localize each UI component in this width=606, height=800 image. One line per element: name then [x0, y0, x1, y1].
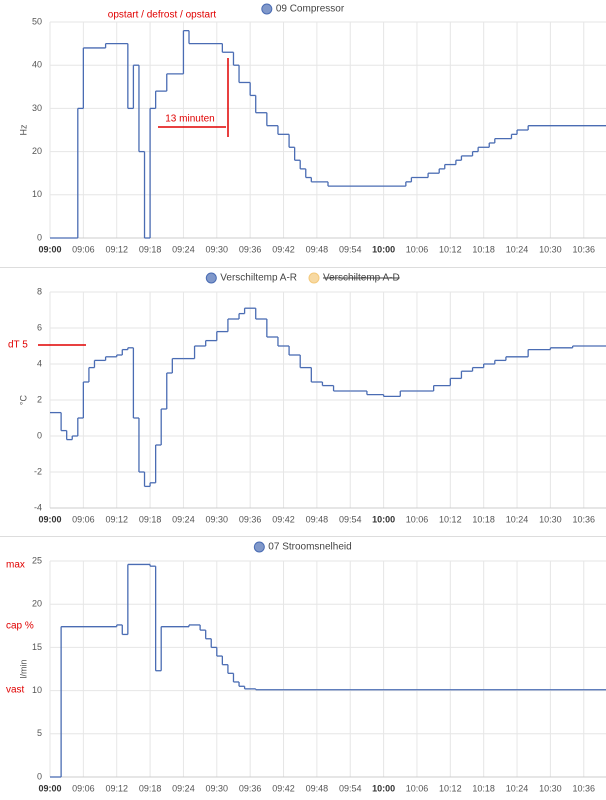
x-tick-label: 10:12: [439, 783, 462, 793]
annotation: max: [6, 560, 25, 571]
x-tick-label: 09:24: [172, 244, 195, 254]
y-tick-label: 8: [37, 286, 42, 296]
y-tick-label: 10: [32, 189, 42, 199]
legend-marker[interactable]: [205, 272, 217, 284]
x-tick-label: 09:18: [139, 783, 162, 793]
y-axis-label: °C: [18, 394, 28, 405]
x-tick-label: 10:24: [506, 783, 529, 793]
x-tick-label: 09:48: [306, 783, 329, 793]
x-tick-label: 10:12: [439, 244, 462, 254]
x-tick-label: 09:30: [206, 783, 229, 793]
x-tick-label: 09:00: [38, 514, 61, 524]
x-tick-label: 10:30: [539, 783, 562, 793]
x-tick-label: 10:06: [406, 783, 429, 793]
x-tick-label: 09:42: [272, 244, 295, 254]
x-tick-label: 09:30: [206, 244, 229, 254]
legend-label[interactable]: Verschiltemp A-D: [323, 273, 400, 284]
x-tick-label: 09:36: [239, 783, 262, 793]
y-axis-label: l/min: [18, 659, 28, 678]
x-tick-label: 10:30: [539, 244, 562, 254]
x-tick-label: 09:48: [306, 244, 329, 254]
y-tick-label: 15: [32, 642, 42, 652]
annotation: dT 5: [8, 340, 28, 351]
x-tick-label: 09:30: [206, 514, 229, 524]
x-tick-label: 10:36: [572, 514, 595, 524]
x-tick-label: 09:18: [139, 244, 162, 254]
x-tick-label: 09:00: [38, 244, 61, 254]
x-tick-label: 09:24: [172, 514, 195, 524]
y-tick-label: -4: [34, 502, 42, 512]
x-tick-label: 09:54: [339, 244, 362, 254]
y-tick-label: 50: [32, 16, 42, 26]
x-tick-label: 10:06: [406, 244, 429, 254]
x-tick-label: 10:00: [372, 783, 395, 793]
y-tick-label: 4: [37, 358, 42, 368]
x-tick-label: 10:18: [472, 514, 495, 524]
y-tick-label: -2: [34, 466, 42, 476]
legend-marker[interactable]: [253, 541, 265, 553]
x-tick-label: 10:18: [472, 244, 495, 254]
y-tick-label: 25: [32, 555, 42, 565]
y-tick-label: 20: [32, 146, 42, 156]
x-tick-label: 09:36: [239, 514, 262, 524]
x-tick-label: 09:12: [105, 783, 128, 793]
x-tick-label: 09:54: [339, 783, 362, 793]
y-tick-label: 30: [32, 103, 42, 113]
y-tick-label: 20: [32, 599, 42, 609]
y-tick-label: 40: [32, 60, 42, 70]
annotation: vast: [6, 685, 25, 696]
x-tick-label: 09:42: [272, 783, 295, 793]
legend-label[interactable]: 09 Compressor: [276, 4, 345, 15]
x-tick-label: 09:54: [339, 514, 362, 524]
x-tick-label: 09:06: [72, 244, 95, 254]
x-tick-label: 10:18: [472, 783, 495, 793]
legend-marker[interactable]: [308, 272, 320, 284]
y-tick-label: 0: [37, 232, 42, 242]
x-tick-label: 09:48: [306, 514, 329, 524]
y-axis-label: Hz: [18, 124, 28, 135]
y-tick-label: 5: [37, 728, 42, 738]
y-tick-label: 0: [37, 771, 42, 781]
y-tick-label: 10: [32, 685, 42, 695]
x-tick-label: 09:12: [105, 514, 128, 524]
y-tick-label: 0: [37, 430, 42, 440]
legend-label[interactable]: Verschiltemp A-R: [220, 273, 297, 284]
x-tick-label: 09:18: [139, 514, 162, 524]
x-tick-label: 09:00: [38, 783, 61, 793]
x-tick-label: 09:12: [105, 244, 128, 254]
x-tick-label: 09:42: [272, 514, 295, 524]
x-tick-label: 09:36: [239, 244, 262, 254]
x-tick-label: 09:06: [72, 514, 95, 524]
x-tick-label: 10:12: [439, 514, 462, 524]
x-tick-label: 10:30: [539, 514, 562, 524]
x-tick-label: 10:36: [572, 244, 595, 254]
legend-marker[interactable]: [261, 3, 273, 15]
annotation: opstart / defrost / opstart: [108, 10, 217, 21]
y-tick-label: 2: [37, 394, 42, 404]
x-tick-label: 09:24: [172, 783, 195, 793]
x-tick-label: 10:36: [572, 783, 595, 793]
x-tick-label: 10:00: [372, 244, 395, 254]
y-tick-label: 6: [37, 322, 42, 332]
x-tick-label: 10:00: [372, 514, 395, 524]
x-tick-label: 10:06: [406, 514, 429, 524]
x-tick-label: 09:06: [72, 783, 95, 793]
annotation: cap %: [6, 621, 34, 632]
x-tick-label: 10:24: [506, 244, 529, 254]
legend-label[interactable]: 07 Stroomsnelheid: [268, 542, 351, 553]
x-tick-label: 10:24: [506, 514, 529, 524]
annotation: 13 minuten: [165, 114, 214, 125]
